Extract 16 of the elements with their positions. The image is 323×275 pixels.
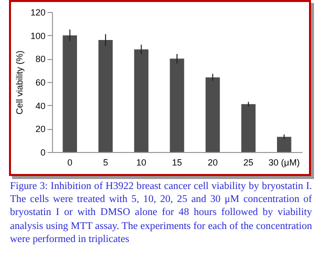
x-tick-label: 20 (208, 158, 218, 168)
caption: Figure 3: Inhibition of H3922 breast cancer cell viability by bryostatin I. The cells were treated with 5, 10, 20, 25 and 30 μM concentration of bryostatin I or with DMSO alone for 48 hours followed by viability analysis using MTT assay. The experiments for each of the concentration were performed in triplicates (10, 180, 312, 246)
y-tick-label: 120 (30, 8, 46, 18)
x-tick-label: 0 (67, 158, 72, 168)
x-tick-label: 25 (243, 158, 254, 168)
x-tick-label: 15 (172, 158, 182, 168)
y-tick-label: 20 (35, 124, 46, 134)
y-axis-title: Cell viability (%) (14, 50, 24, 115)
x-tick-label: 10 (136, 158, 146, 168)
y-tick-label: 40 (35, 100, 46, 111)
y-tick-label: 60 (35, 78, 46, 88)
y-tick-label: 80 (35, 54, 46, 64)
x-tick-label: 30 (μM) (268, 158, 300, 168)
x-tick-label: 5 (103, 158, 108, 168)
y-tick-label: 100 (30, 30, 46, 41)
y-tick-label: 0 (40, 148, 46, 158)
